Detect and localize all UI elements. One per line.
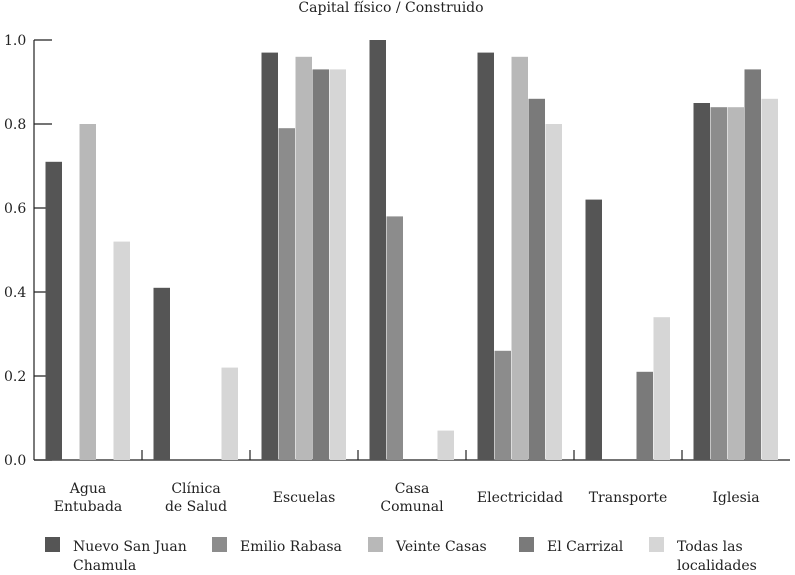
y-tick-label: 0.0 [4, 453, 26, 469]
bar [113, 241, 130, 460]
bar [312, 69, 329, 461]
bar [45, 161, 62, 461]
chart-title: Capital físico / Construido [298, 0, 483, 16]
legend-swatch [368, 537, 383, 552]
bar [636, 371, 653, 460]
bar [528, 98, 545, 461]
legend: Nuevo San Juan Chamula Emilio Rabasa Veinte… [45, 537, 757, 574]
legend-swatch [45, 537, 60, 552]
legend-label: Todas las [677, 539, 743, 555]
bar [710, 107, 727, 460]
bar [437, 430, 454, 460]
y-tick-label: 0.6 [4, 201, 26, 217]
bar [545, 124, 562, 460]
legend-label: El Carrizal [547, 539, 624, 555]
legend-swatch [519, 537, 534, 552]
bar [494, 350, 511, 460]
x-tick-label: Electricidad [477, 490, 563, 506]
legend-label: Veinte Casas [395, 539, 487, 555]
bar [221, 367, 238, 460]
bar [369, 40, 386, 460]
y-tick-label: 1.0 [4, 33, 26, 49]
bar [727, 107, 744, 460]
bar [329, 69, 346, 461]
bar [295, 56, 312, 461]
x-tick-label: Casa [395, 481, 430, 497]
bar [278, 128, 295, 460]
bar [511, 56, 528, 461]
legend-swatch [649, 537, 664, 552]
legend-label: Emilio Rabasa [240, 539, 342, 555]
x-tick-label: Agua [69, 481, 106, 497]
x-tick-label: Comunal [380, 499, 444, 515]
x-tick-label: Transporte [589, 490, 668, 506]
bar [153, 287, 170, 460]
legend-swatch [212, 537, 227, 552]
y-tick-label: 0.8 [4, 117, 26, 133]
bar [653, 317, 670, 460]
y-tick-label: 0.4 [4, 285, 26, 301]
x-tick-label: Iglesia [712, 490, 759, 506]
legend-label: Nuevo San Juan [73, 539, 187, 555]
legend-label: Chamula [73, 558, 136, 574]
bars [45, 40, 778, 461]
legend-label: localidades [677, 558, 757, 574]
bar [693, 103, 710, 460]
x-tick-label: Entubada [54, 499, 123, 515]
bar [477, 52, 494, 460]
x-tick-label: Escuelas [273, 490, 336, 506]
bar [585, 199, 602, 460]
y-tick-label: 0.2 [4, 369, 26, 385]
x-tick-label: de Salud [165, 499, 227, 515]
axes: 0.0 0.2 0.4 0.6 0.8 1.0 Agua Entubada Clínica de … [4, 33, 790, 515]
bar [261, 52, 278, 460]
bar [744, 69, 761, 461]
x-tick-label: Clínica [171, 481, 220, 497]
bar [79, 124, 96, 460]
bar [761, 98, 778, 461]
bar [386, 216, 403, 460]
